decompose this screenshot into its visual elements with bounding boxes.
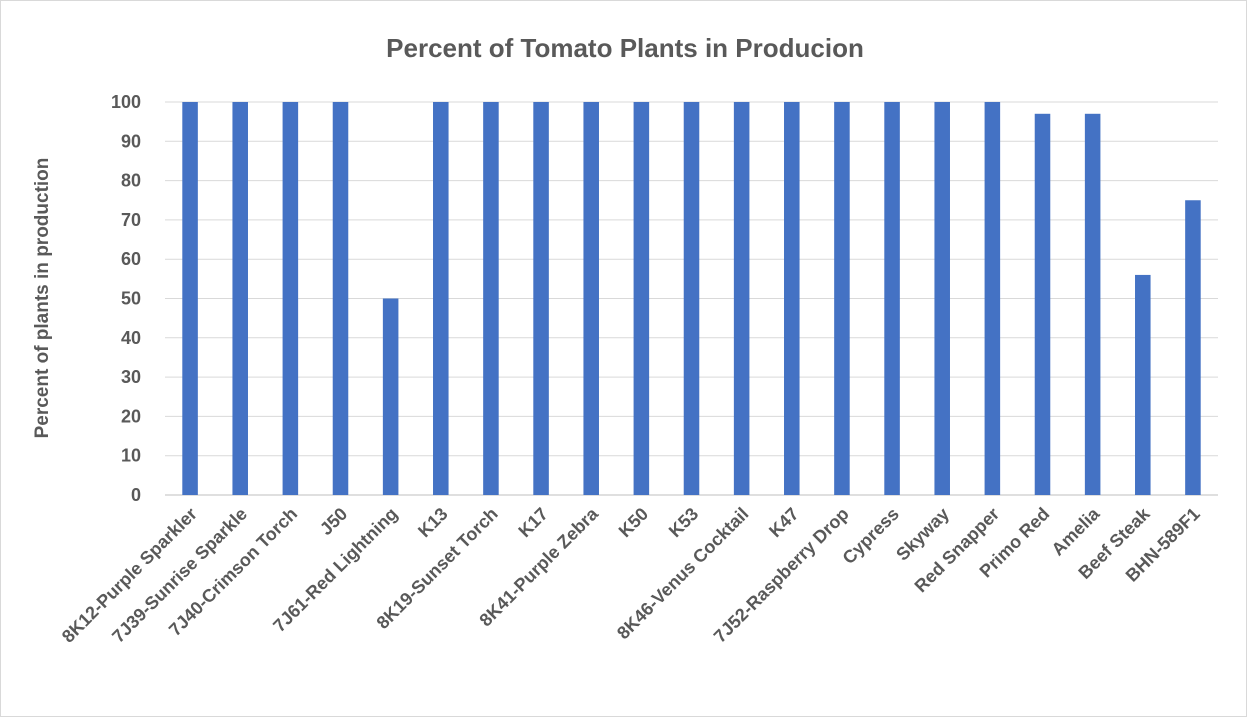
y-axis-label: Percent of plants in production — [32, 158, 53, 439]
bar — [1185, 200, 1201, 495]
bar — [934, 102, 950, 495]
y-tick-label: 90 — [121, 131, 141, 151]
x-tick-label: K53 — [665, 504, 702, 541]
y-tick-label: 40 — [121, 328, 141, 348]
bar — [332, 102, 349, 495]
bar — [382, 298, 399, 495]
bar — [1084, 113, 1101, 495]
y-tick-label: 80 — [121, 171, 141, 191]
bar — [583, 102, 599, 495]
bar — [433, 102, 449, 495]
bar — [633, 102, 650, 495]
bar — [733, 102, 750, 495]
x-tick-label: K47 — [765, 504, 802, 541]
bar — [834, 102, 850, 495]
bar — [884, 102, 900, 495]
y-tick-label: 70 — [121, 210, 141, 230]
bar — [282, 102, 299, 495]
y-tick-label: 10 — [121, 446, 141, 466]
bar — [232, 102, 248, 495]
y-tick-labels: 0 10 20 30 40 50 60 70 80 90 100 — [111, 92, 141, 505]
bars — [182, 102, 1201, 495]
y-tick-label: 20 — [121, 406, 141, 426]
bar — [182, 102, 198, 495]
y-tick-label: 60 — [121, 249, 141, 269]
bar — [784, 102, 800, 495]
chart-title: Percent of Tomato Plants in Producion — [386, 33, 864, 63]
bar — [1034, 113, 1051, 495]
x-tick-label: K17 — [514, 504, 551, 541]
bar — [483, 102, 499, 495]
x-tick-label: K50 — [615, 504, 652, 541]
bar — [683, 102, 700, 495]
y-tick-label: 0 — [131, 485, 141, 505]
x-tick-label: K13 — [414, 504, 451, 541]
y-tick-label: 30 — [121, 367, 141, 387]
bar — [533, 102, 549, 495]
y-tick-label: 50 — [121, 289, 141, 309]
x-tick-label: J50 — [316, 504, 351, 539]
bar — [984, 102, 1001, 495]
y-tick-label: 100 — [111, 92, 141, 112]
bar — [1135, 274, 1151, 495]
